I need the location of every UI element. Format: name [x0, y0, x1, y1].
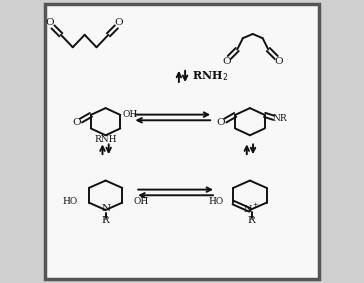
Text: O: O [217, 118, 225, 127]
Text: O: O [115, 18, 123, 27]
Text: OH: OH [133, 197, 148, 206]
Text: O: O [72, 118, 81, 127]
Text: O: O [275, 57, 284, 66]
Text: N$^+$: N$^+$ [243, 202, 260, 215]
Text: RNH: RNH [94, 135, 117, 144]
Text: RNH$_2$: RNH$_2$ [192, 70, 228, 83]
Text: NR: NR [272, 114, 287, 123]
Text: HO: HO [208, 197, 223, 206]
Text: OH: OH [122, 110, 137, 119]
Text: R: R [248, 216, 256, 225]
Text: O: O [46, 18, 55, 27]
Text: N: N [101, 204, 110, 213]
Text: HO: HO [63, 197, 78, 206]
Text: O: O [222, 57, 231, 66]
FancyBboxPatch shape [45, 4, 319, 279]
Text: R: R [102, 216, 110, 225]
